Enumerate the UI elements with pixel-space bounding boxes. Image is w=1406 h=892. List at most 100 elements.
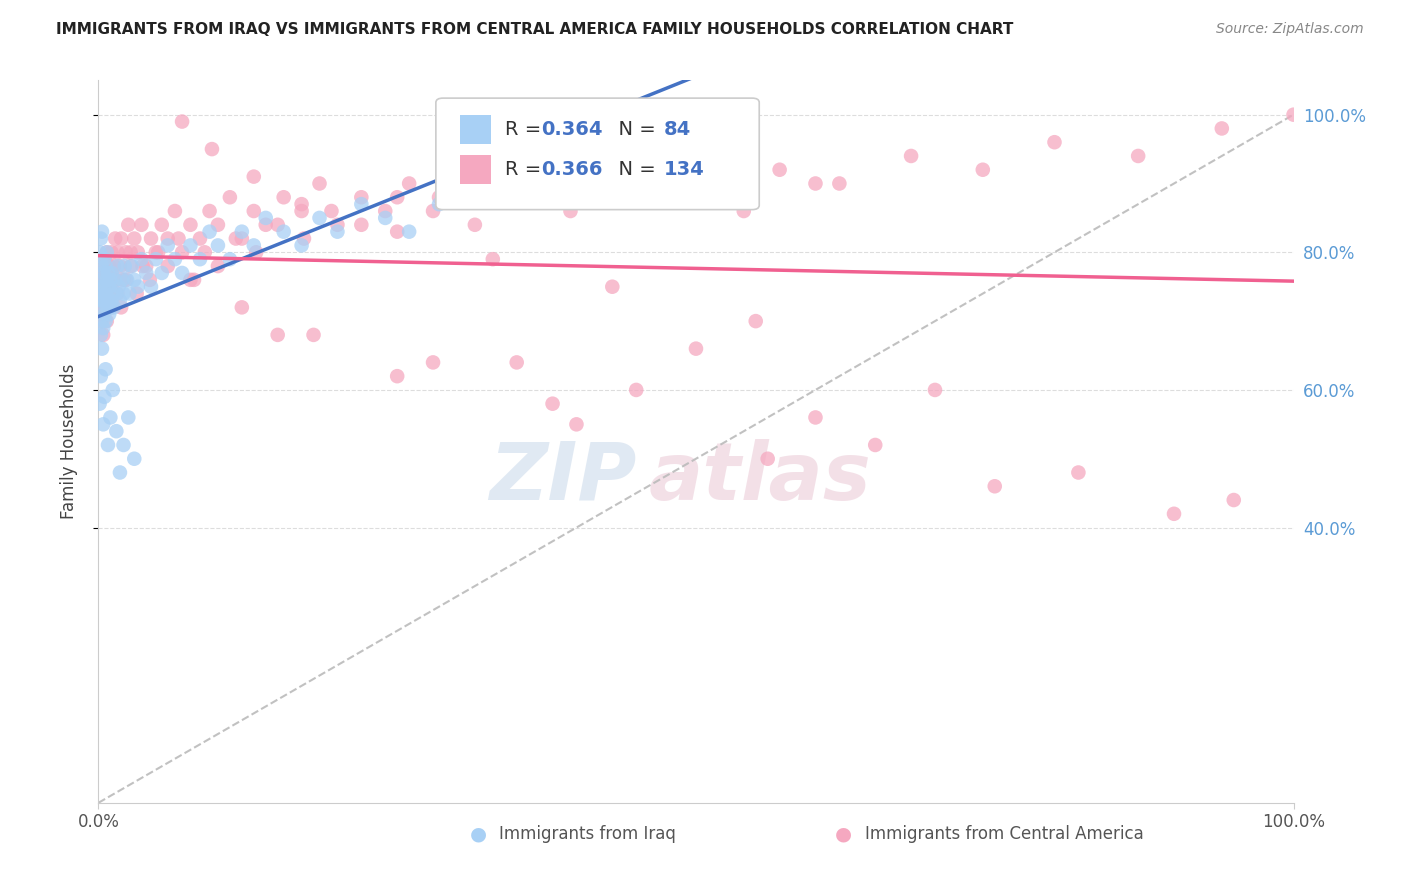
Point — [291, 197, 314, 211]
Point — [100, 301, 122, 315]
Point — [93, 252, 115, 267]
Point — [107, 245, 129, 260]
Point — [167, 231, 190, 245]
Point — [972, 162, 994, 177]
Text: R =: R = — [505, 160, 547, 179]
Point — [172, 245, 194, 260]
Point — [673, 190, 696, 204]
Point — [97, 293, 120, 308]
Point — [89, 279, 111, 293]
Point — [91, 417, 114, 432]
Point — [273, 190, 295, 204]
Point — [97, 438, 120, 452]
Point — [101, 286, 124, 301]
Point — [145, 245, 167, 260]
Point — [427, 190, 450, 204]
Point — [273, 225, 295, 239]
Point — [1163, 507, 1185, 521]
Point — [685, 342, 707, 356]
Point — [115, 245, 138, 260]
Point — [201, 142, 224, 156]
Point — [91, 293, 114, 308]
Point — [91, 266, 114, 280]
Point — [733, 204, 755, 219]
Point — [124, 451, 146, 466]
Point — [120, 259, 142, 273]
Point — [626, 383, 648, 397]
Point — [602, 279, 624, 293]
Point — [385, 369, 409, 384]
Point — [98, 301, 122, 315]
Point — [105, 424, 128, 438]
Text: ●: ● — [470, 824, 486, 844]
Point — [91, 259, 114, 273]
Point — [98, 410, 122, 425]
Point — [163, 252, 186, 267]
Text: N =: N = — [606, 120, 662, 139]
Point — [114, 259, 136, 273]
Point — [91, 342, 114, 356]
Point — [291, 238, 314, 252]
Point — [94, 314, 117, 328]
Point — [98, 279, 121, 293]
Point — [90, 327, 112, 342]
Text: Immigrants from Central America: Immigrants from Central America — [865, 825, 1143, 843]
Point — [115, 273, 138, 287]
Point — [104, 273, 127, 287]
Point — [302, 327, 325, 342]
Point — [1211, 121, 1233, 136]
Text: Source: ZipAtlas.com: Source: ZipAtlas.com — [1216, 22, 1364, 37]
Point — [374, 211, 396, 225]
Y-axis label: Family Households: Family Households — [59, 364, 77, 519]
Point — [385, 190, 409, 204]
Point — [156, 238, 179, 252]
Point — [254, 218, 277, 232]
Point — [97, 266, 120, 280]
Point — [172, 114, 194, 128]
Point — [108, 293, 131, 308]
Point — [96, 245, 118, 260]
Point — [127, 279, 149, 293]
Text: 0.366: 0.366 — [541, 160, 603, 179]
Point — [745, 314, 768, 328]
Point — [98, 307, 121, 321]
Point — [98, 273, 122, 287]
Point — [768, 162, 790, 177]
Point — [98, 259, 121, 273]
Point — [188, 231, 211, 245]
Point — [104, 231, 127, 245]
Text: Immigrants from Iraq: Immigrants from Iraq — [499, 825, 676, 843]
Point — [101, 383, 124, 397]
Text: atlas: atlas — [648, 439, 870, 516]
Point — [828, 177, 851, 191]
Point — [121, 259, 143, 273]
Point — [89, 266, 111, 280]
Point — [1282, 108, 1305, 122]
Point — [308, 211, 330, 225]
Point — [96, 273, 118, 287]
Point — [94, 286, 117, 301]
Point — [131, 218, 153, 232]
Point — [188, 252, 211, 267]
Text: R =: R = — [505, 120, 547, 139]
Point — [398, 225, 420, 239]
Point — [91, 301, 114, 315]
Text: 134: 134 — [664, 160, 704, 179]
Point — [127, 245, 149, 260]
Point — [90, 279, 112, 293]
Point — [89, 245, 111, 260]
Point — [1043, 135, 1066, 149]
Point — [179, 273, 201, 287]
Point — [398, 177, 420, 191]
Point — [90, 369, 112, 384]
Point — [207, 218, 229, 232]
Point — [131, 259, 153, 273]
Point — [135, 266, 157, 280]
Point — [110, 301, 132, 315]
Point — [163, 204, 186, 219]
Point — [326, 218, 349, 232]
Point — [96, 314, 118, 328]
Point — [291, 204, 314, 219]
Point — [96, 273, 118, 287]
Point — [350, 197, 373, 211]
